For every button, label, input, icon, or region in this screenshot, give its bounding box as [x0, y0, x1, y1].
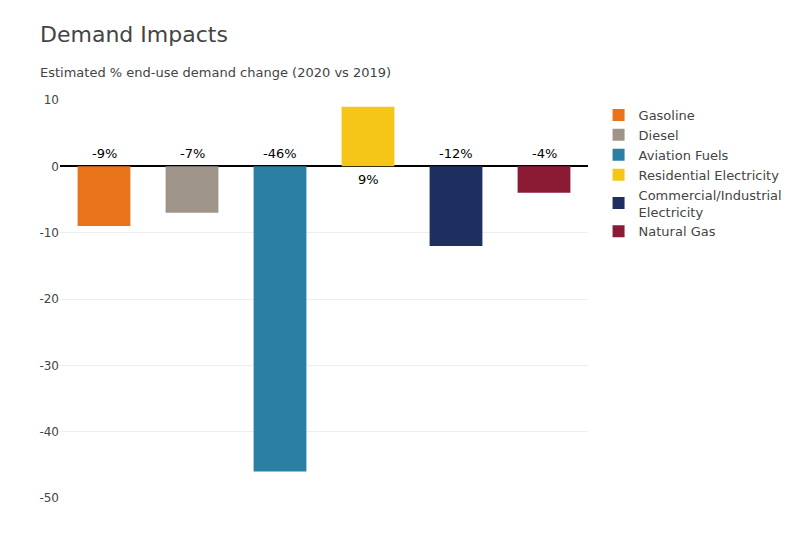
svg-text:0: 0: [51, 160, 59, 174]
svg-text:Commercial/IndustrialElectrici: Commercial/IndustrialElectricity: [639, 188, 782, 220]
svg-text:-9%: -9%: [92, 146, 117, 161]
svg-text:Aviation Fuels: Aviation Fuels: [639, 148, 729, 163]
svg-text:-30: -30: [39, 359, 59, 373]
svg-text:-7%: -7%: [180, 146, 205, 161]
svg-text:Natural Gas: Natural Gas: [639, 224, 716, 239]
svg-text:10: 10: [44, 93, 59, 107]
svg-text:-46%: -46%: [263, 146, 297, 161]
svg-text:Demand Impacts: Demand Impacts: [40, 22, 228, 47]
svg-text:Diesel: Diesel: [639, 128, 679, 143]
svg-text:Gasoline: Gasoline: [639, 108, 695, 123]
svg-text:-4%: -4%: [532, 146, 557, 161]
svg-text:9%: 9%: [358, 172, 379, 187]
svg-text:-50: -50: [39, 491, 59, 505]
svg-text:Estimated % end-use demand cha: Estimated % end-use demand change (2020 …: [40, 65, 391, 80]
svg-text:-12%: -12%: [439, 146, 473, 161]
svg-text:-40: -40: [39, 425, 59, 439]
svg-text:Residential Electricity: Residential Electricity: [639, 168, 780, 183]
svg-text:-10: -10: [39, 226, 59, 240]
svg-text:-20: -20: [39, 292, 59, 306]
